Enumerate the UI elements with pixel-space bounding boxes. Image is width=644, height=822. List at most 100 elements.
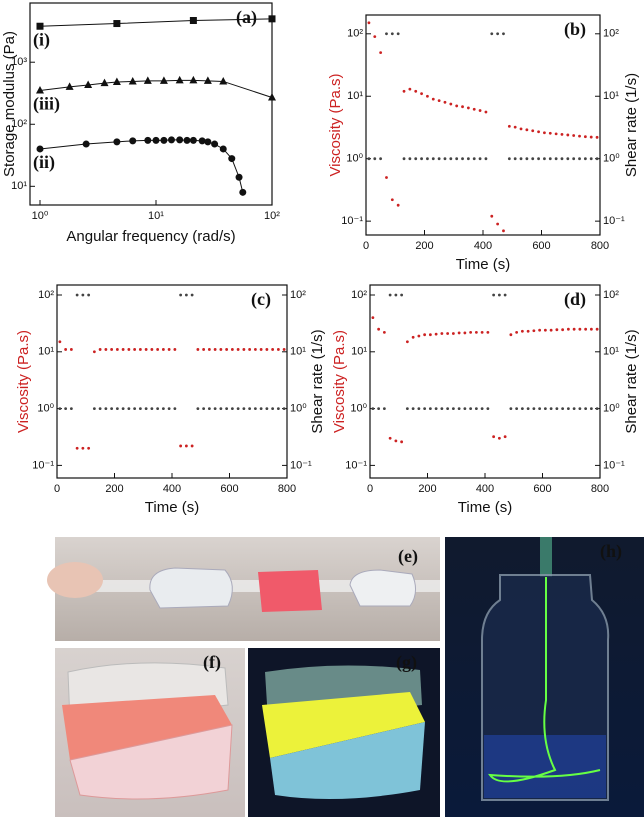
x-tick-label: 400 xyxy=(476,483,494,495)
point xyxy=(127,407,131,411)
y2-tick-label: 10⁰ xyxy=(290,403,307,415)
point xyxy=(115,407,119,411)
marker xyxy=(203,76,212,84)
marker xyxy=(84,80,93,88)
y-tick-label: 10² xyxy=(11,118,27,130)
point xyxy=(402,157,406,161)
point xyxy=(440,407,444,411)
point xyxy=(75,446,79,450)
point xyxy=(595,157,599,161)
y-tick-label: 10¹ xyxy=(38,346,54,358)
marker xyxy=(143,76,152,84)
point xyxy=(179,444,183,448)
point xyxy=(225,348,229,351)
point xyxy=(496,32,500,36)
point xyxy=(382,407,386,411)
point xyxy=(236,407,240,411)
point xyxy=(202,407,206,411)
point xyxy=(405,407,409,411)
point xyxy=(484,110,488,114)
marker xyxy=(268,15,276,23)
point xyxy=(219,407,223,411)
marker xyxy=(113,138,121,146)
point xyxy=(461,157,464,161)
marker xyxy=(113,20,121,28)
point xyxy=(440,332,444,335)
series-line xyxy=(39,18,273,27)
point xyxy=(583,157,587,161)
point xyxy=(411,335,415,339)
y-tick-label: 10⁻¹ xyxy=(32,459,54,471)
point xyxy=(150,407,154,411)
marker xyxy=(189,75,198,84)
point xyxy=(377,407,381,411)
point xyxy=(230,348,234,351)
x-tick-label: 800 xyxy=(278,483,296,495)
y-tick-label: 10¹ xyxy=(347,90,363,102)
y-axis-label: Viscosity (Pa.s) xyxy=(15,330,32,433)
y2-axis-label: Shear rate (1/s) xyxy=(309,329,326,433)
marker xyxy=(204,138,212,146)
point xyxy=(572,157,576,161)
y2-tick-label: 10⁻¹ xyxy=(290,459,312,471)
point xyxy=(190,293,194,297)
y2-tick-label: 10⁰ xyxy=(603,153,620,165)
x-tick-label: 0 xyxy=(367,483,373,495)
point xyxy=(167,348,171,351)
point xyxy=(379,157,383,161)
point xyxy=(98,407,102,411)
x-tick-label: 200 xyxy=(105,483,123,495)
point xyxy=(478,109,482,112)
point xyxy=(196,348,200,351)
point xyxy=(248,348,252,351)
y-tick-label: 10⁰ xyxy=(350,403,367,415)
point xyxy=(584,407,588,411)
point xyxy=(253,348,257,351)
point xyxy=(242,348,246,351)
point xyxy=(515,407,519,411)
y-tick-label: 10² xyxy=(351,289,367,301)
y2-tick-label: 10⁰ xyxy=(603,403,620,415)
point xyxy=(196,407,200,411)
point xyxy=(526,407,530,411)
point xyxy=(405,340,409,344)
y-tick-label: 10⁰ xyxy=(37,403,54,415)
point xyxy=(276,407,280,411)
point xyxy=(428,407,432,411)
marker xyxy=(160,136,168,144)
y-tick-label: 10⁻¹ xyxy=(341,215,363,227)
y-tick-label: 10⁻¹ xyxy=(345,459,367,471)
point xyxy=(466,157,470,161)
marker xyxy=(189,136,197,144)
marker xyxy=(211,140,219,148)
point xyxy=(230,407,234,411)
point xyxy=(58,340,62,344)
point xyxy=(259,407,263,411)
point xyxy=(144,348,148,351)
point xyxy=(367,21,371,25)
x-axis-label: Time (s) xyxy=(145,499,199,516)
point xyxy=(75,293,79,297)
point xyxy=(578,327,582,331)
point xyxy=(513,157,517,161)
point xyxy=(463,407,467,411)
point xyxy=(566,327,570,331)
point xyxy=(554,157,558,161)
point xyxy=(207,348,211,351)
point xyxy=(519,157,523,161)
marker xyxy=(268,92,276,101)
point xyxy=(578,134,581,138)
point xyxy=(420,92,423,96)
point xyxy=(428,333,432,337)
marker xyxy=(167,136,175,144)
point xyxy=(69,348,73,351)
x-tick-label: 400 xyxy=(474,240,492,252)
point xyxy=(408,87,412,91)
point xyxy=(446,332,450,335)
point xyxy=(276,348,280,351)
point xyxy=(525,128,529,132)
y-axis-label: Viscosity (Pa.s) xyxy=(327,73,344,176)
marker xyxy=(129,137,137,145)
x-axis-label: Time (s) xyxy=(458,499,512,516)
point xyxy=(560,132,564,136)
